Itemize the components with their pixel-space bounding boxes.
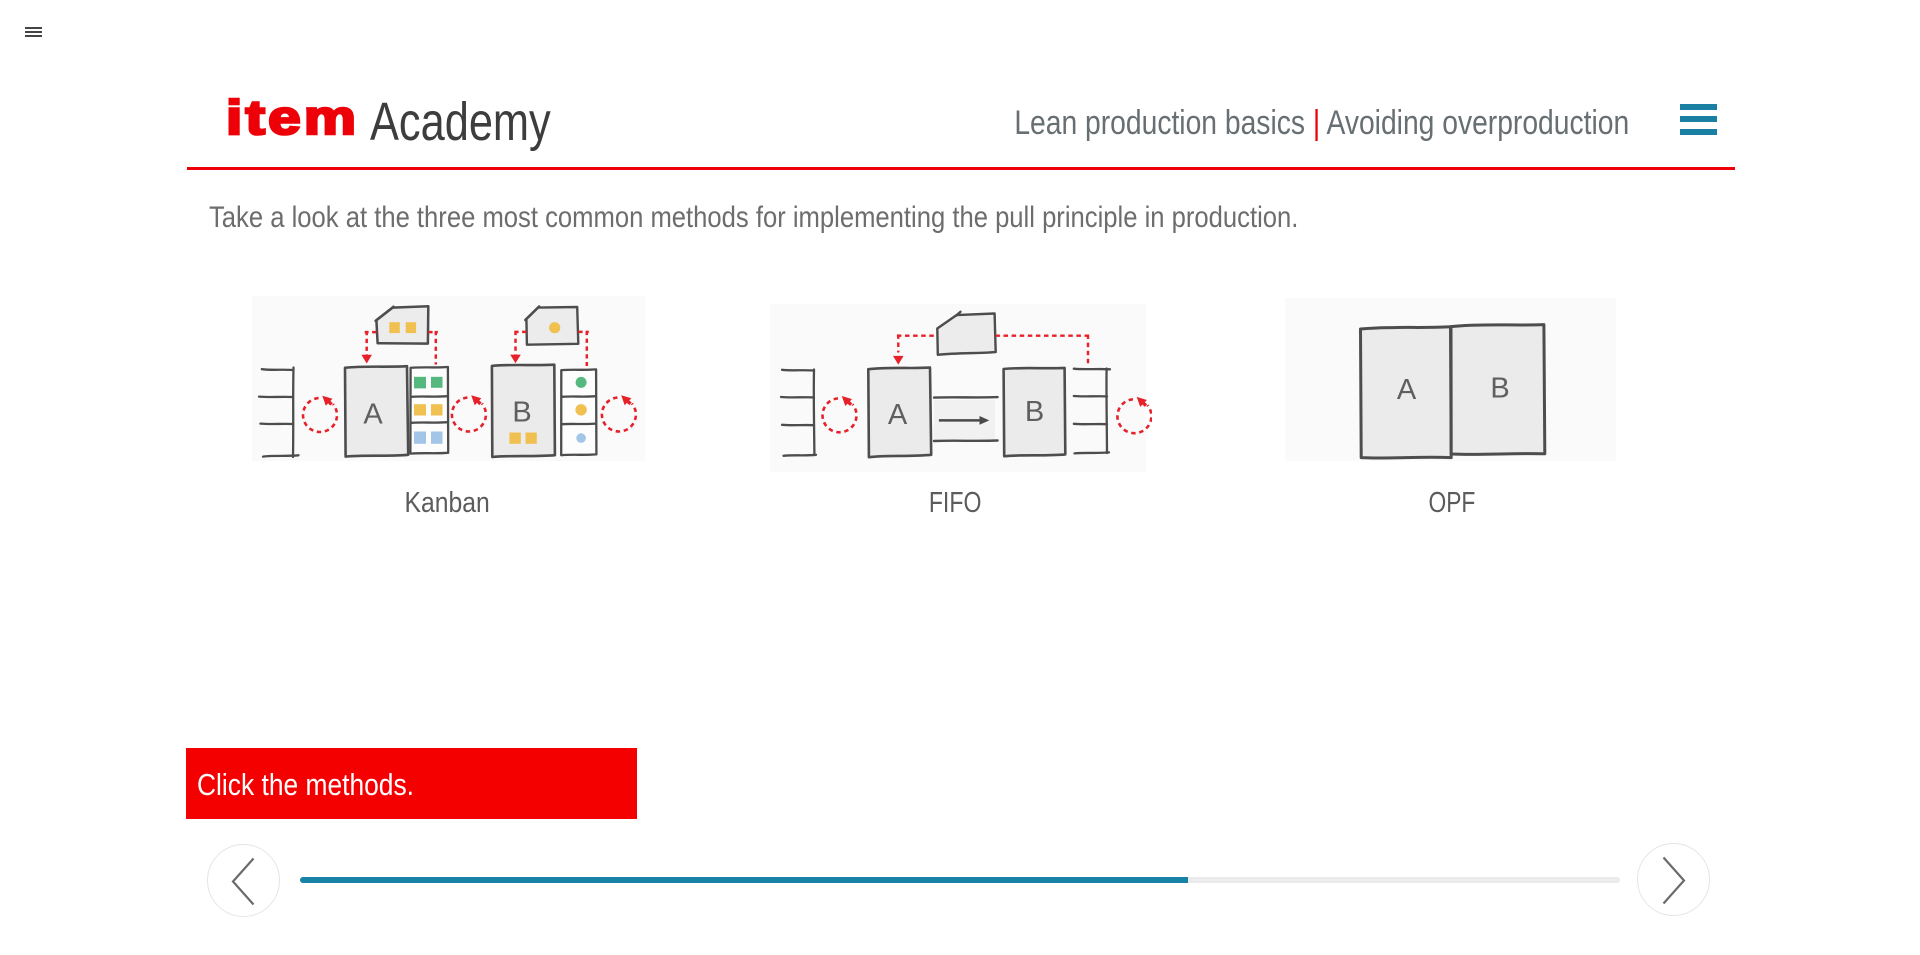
svg-text:A: A [888,399,908,431]
svg-text:A: A [363,399,383,431]
svg-text:B: B [512,397,531,429]
svg-text:B: B [1025,396,1044,428]
svg-text:A: A [1397,374,1417,406]
svg-text:B: B [1490,373,1509,405]
